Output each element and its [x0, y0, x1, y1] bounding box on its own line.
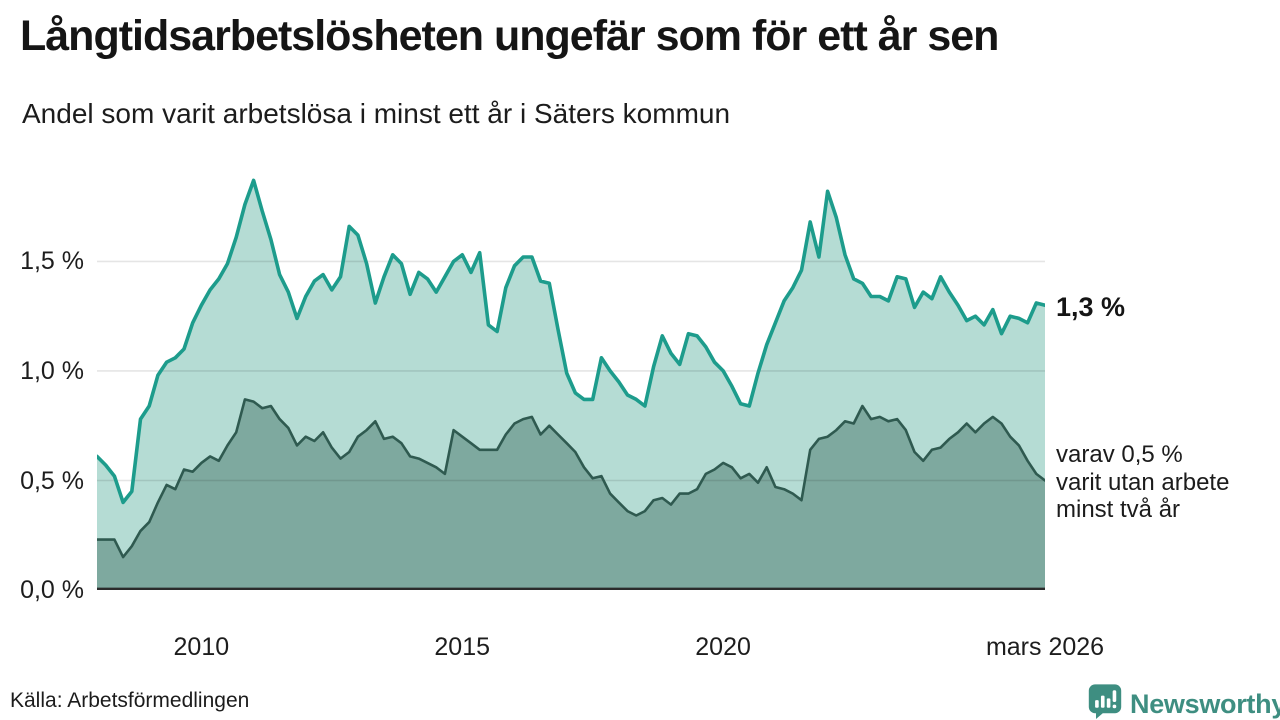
newsworthy-wordmark: Newsworthy	[1130, 688, 1280, 719]
y-tick-label: 1,5 %	[20, 247, 84, 276]
newsworthy-bubble-chart-icon	[1087, 683, 1123, 720]
y-tick-label: 0,0 %	[20, 576, 84, 604]
secondary-annotation-line: varav 0,5 %	[1056, 441, 1183, 468]
x-tick-label: mars 2026	[985, 633, 1105, 661]
x-tick-label: 2015	[434, 633, 491, 661]
y-tick-label: 1,0 %	[20, 356, 84, 385]
source-credit: Källa: Arbetsförmedlingen	[10, 689, 250, 712]
area-chart-plot	[95, 160, 1047, 590]
x-tick-label: 2010	[173, 633, 230, 661]
x-tick-label: 2020	[695, 633, 751, 661]
page-title: Långtidsarbetslösheten ungefär som för e…	[20, 12, 999, 60]
secondary-annotation-line: minst två år	[1056, 496, 1181, 523]
newsworthy-logo: Newsworthy	[1087, 683, 1280, 720]
y-tick-label: 0,5 %	[20, 466, 84, 495]
secondary-annotation-line: varit utan arbete	[1056, 468, 1230, 496]
page-subtitle: Andel som varit arbetslösa i minst ett å…	[22, 98, 731, 129]
secondary-series-annotation: varav 0,5 % varit utan arbete minst två …	[1056, 441, 1229, 524]
latest-value-annotation: 1,3 %	[1056, 292, 1126, 322]
